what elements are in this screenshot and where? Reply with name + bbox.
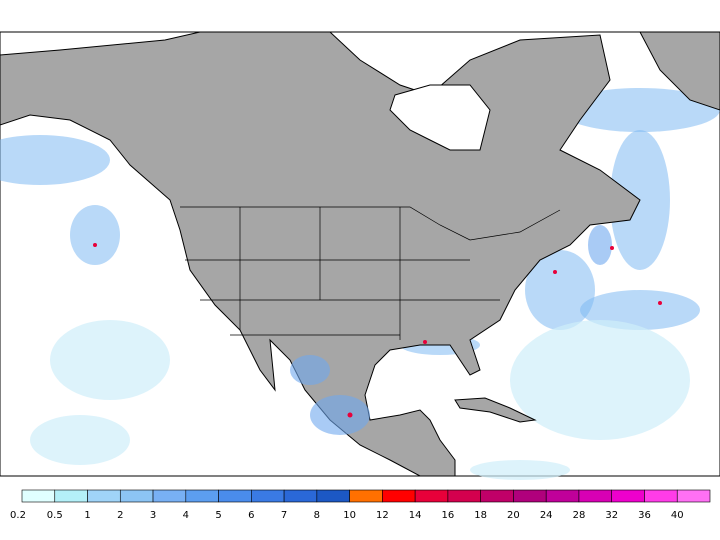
colorbar-box [513, 489, 547, 503]
colorbar-box [251, 489, 285, 503]
colorbar-label: 1 [84, 510, 90, 521]
colorbar-box [218, 489, 252, 503]
colorbar-label: 40 [671, 510, 684, 521]
hudson-bay [389, 84, 491, 151]
greenland [639, 31, 720, 111]
colorbar-box [545, 489, 580, 503]
colorbar-label: 32 [605, 510, 618, 521]
colorbar-box [611, 489, 645, 503]
colorbar-box [316, 489, 350, 503]
colorbar-label: 36 [638, 510, 651, 521]
colorbar-box [382, 489, 416, 503]
colorbar-box [349, 489, 383, 503]
colorbar-label: 2 [117, 510, 123, 521]
colorbar-label: 6 [248, 510, 254, 521]
colorbar-box [676, 489, 711, 503]
colorbar-label: 7 [281, 510, 287, 521]
heavy-precip [93, 243, 662, 418]
ocean-light-precip [30, 320, 690, 480]
colorbar-label: 18 [474, 510, 487, 521]
colorbar-label: 0.5 [47, 510, 63, 521]
colorbar-box [54, 489, 88, 503]
colorbar-box [283, 489, 318, 503]
colorbar-label: 14 [409, 510, 422, 521]
colorbar-label: 8 [314, 510, 320, 521]
colorbar-label: 10 [343, 510, 356, 521]
colorbar-box [578, 489, 613, 503]
colorbar-box [87, 489, 121, 503]
colorbar-box [447, 489, 481, 503]
colorbar-box [119, 489, 154, 503]
colorbar-box [480, 489, 514, 503]
colorbar-box [185, 489, 219, 503]
colorbar-label: 12 [376, 510, 389, 521]
colorbar-box [644, 489, 678, 503]
land-precip [290, 225, 612, 435]
colorbar-label: 24 [540, 510, 553, 521]
colorbar-box [414, 489, 449, 503]
colorbar-box [21, 489, 56, 503]
cuba [454, 397, 537, 423]
colorbar-label: 20 [507, 510, 520, 521]
colorbar-label: 3 [150, 510, 156, 521]
borders [180, 206, 561, 340]
colorbar-box [152, 489, 187, 503]
colorbar-label: 4 [183, 510, 189, 521]
colorbar-label: 5 [215, 510, 221, 521]
colorbar-label: 0.2 [10, 510, 26, 521]
colorbar-label: 28 [573, 510, 586, 521]
colorbar: 0.2 0.5 1 2 3 4 5 6 7 8 10 12 14 16 18 20 24 28 32 36 40 [10, 489, 711, 521]
colorbar-label: 16 [442, 510, 455, 521]
